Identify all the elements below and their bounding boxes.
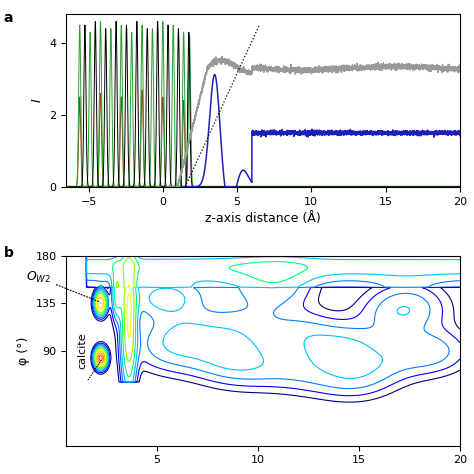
Text: a: a: [3, 11, 13, 25]
Y-axis label: φ (°): φ (°): [17, 337, 30, 365]
Text: calcite: calcite: [78, 332, 88, 369]
Y-axis label: I: I: [31, 99, 44, 102]
Text: b: b: [3, 246, 13, 260]
X-axis label: z-axis distance (Å): z-axis distance (Å): [205, 212, 321, 225]
Text: $O_{W2}$: $O_{W2}$: [26, 270, 100, 302]
